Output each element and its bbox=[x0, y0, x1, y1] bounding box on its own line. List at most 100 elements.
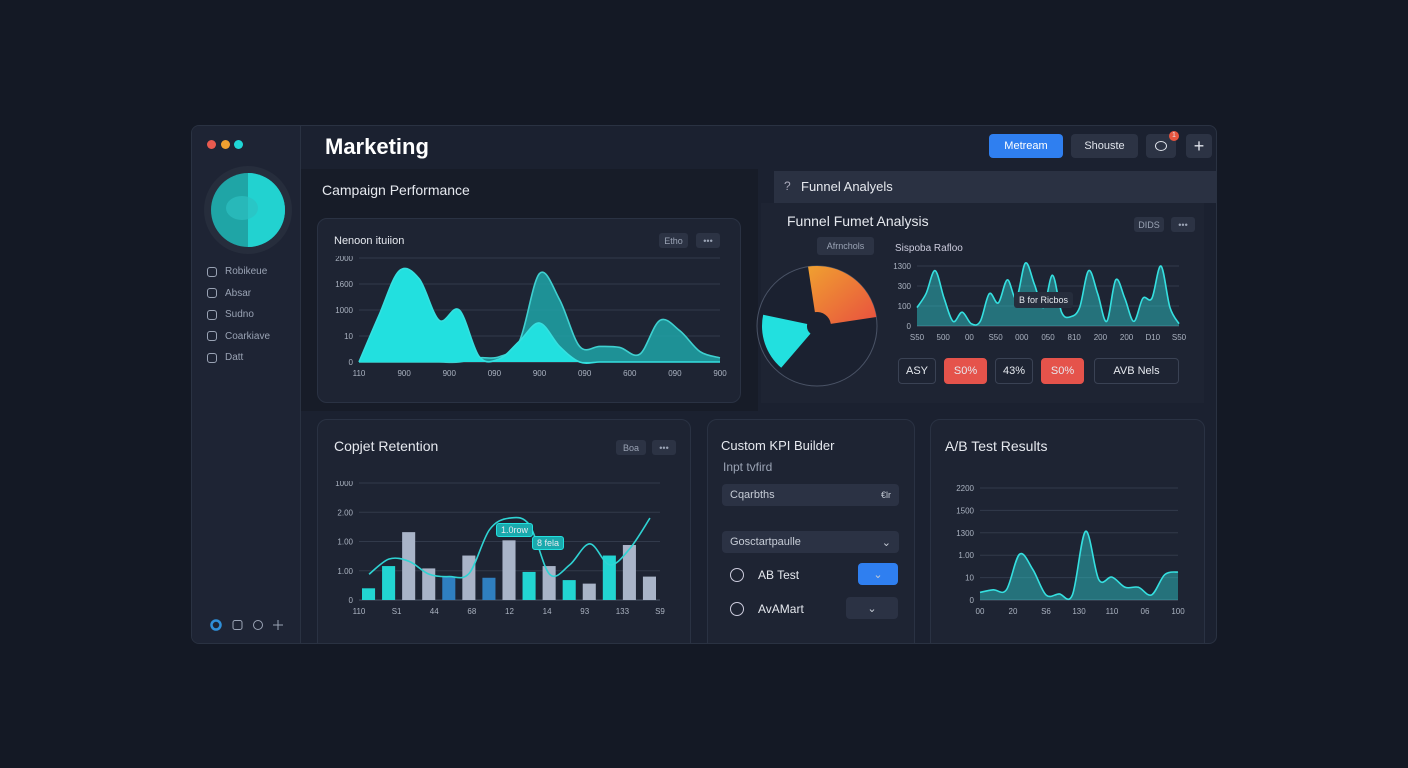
bar bbox=[462, 555, 476, 600]
pill-3[interactable]: S0% bbox=[1041, 358, 1084, 384]
pie-label: Afrnchols bbox=[817, 237, 874, 255]
bar bbox=[582, 583, 596, 600]
bar bbox=[562, 580, 576, 600]
y-tick-label: 100 bbox=[898, 302, 912, 311]
sidebar-item-3[interactable]: Coarkiave bbox=[207, 331, 270, 342]
bar bbox=[542, 566, 556, 600]
x-tick-label: 200 bbox=[1120, 333, 1134, 342]
pill-0[interactable]: ASY bbox=[898, 358, 936, 384]
kpi-input-icon: €lr bbox=[880, 490, 891, 500]
bar bbox=[362, 588, 376, 600]
x-tick-label: 12 bbox=[505, 607, 514, 616]
pill-4[interactable]: AVB Nels bbox=[1094, 358, 1179, 384]
campaign-card-title: Nenoon ituiion bbox=[334, 235, 405, 247]
campaign-filter-button[interactable]: Etho bbox=[659, 233, 688, 248]
chart-tooltip: B for Ricbos bbox=[1014, 292, 1074, 308]
bar bbox=[522, 571, 536, 600]
sidebar-item-2[interactable]: Sudno bbox=[207, 309, 254, 320]
funnel-filter-button[interactable]: DIDS bbox=[1134, 217, 1164, 232]
avamart-label: AvAMart bbox=[758, 602, 804, 616]
sidebar-item-label: Coarkiave bbox=[225, 330, 271, 342]
ab-title: A/B Test Results bbox=[945, 438, 1048, 454]
sidebar-item-4[interactable]: Datt bbox=[207, 352, 243, 363]
profile-avatar[interactable] bbox=[202, 164, 294, 256]
cohort-bar-chart: 1000 2.00 1.00 1.00 0 110 S1 44 68 12 14 93 133 S9 bbox=[335, 481, 665, 616]
chevron-down-icon: ⌄ bbox=[873, 568, 883, 581]
x-tick-label: D10 bbox=[1145, 333, 1160, 342]
x-tick-label: 090 bbox=[488, 369, 502, 378]
pill-1[interactable]: S0% bbox=[944, 358, 987, 384]
kpi-input[interactable]: Cqarbths €lr bbox=[722, 484, 899, 506]
chevron-down-icon: ⌄ bbox=[881, 536, 891, 549]
bar bbox=[382, 566, 396, 600]
y-tick-label: 0 bbox=[349, 358, 354, 367]
x-tick-label: 14 bbox=[543, 607, 552, 616]
x-tick-label: 20 bbox=[1009, 607, 1018, 616]
sidebar-item-label: Datt bbox=[225, 352, 244, 363]
window-minimize-dot[interactable] bbox=[221, 140, 230, 149]
kpi-card: Custom KPI Builder Inpt tvfird Cqarbths €… bbox=[707, 419, 915, 643]
window-maximize-dot[interactable] bbox=[234, 140, 243, 149]
app-window: Robikeue Absar Sudno Coarkiave Datt Marketin… bbox=[191, 125, 1217, 644]
x-tick-label: 68 bbox=[467, 607, 476, 616]
x-tick-label: 000 bbox=[1015, 333, 1029, 342]
wave-title: Sispoba Rafloo bbox=[895, 243, 963, 254]
pill-2[interactable]: 43% bbox=[995, 358, 1033, 384]
bar bbox=[602, 555, 616, 600]
x-tick-label: S50 bbox=[1172, 333, 1187, 342]
bar bbox=[622, 545, 636, 600]
x-tick-label: 900 bbox=[713, 369, 727, 378]
scan-icon bbox=[207, 331, 217, 341]
x-tick-label: 810 bbox=[1068, 333, 1082, 342]
chat-bubble-icon bbox=[1155, 141, 1167, 151]
campaign-area-chart: 2000 1600 1000 10 0 110 900 900 090 900 090 600 090 9… bbox=[335, 256, 727, 378]
sidebar-item-1[interactable]: Absar bbox=[207, 288, 251, 299]
x-tick-label: 200 bbox=[1094, 333, 1108, 342]
x-tick-label: 110 bbox=[353, 369, 366, 378]
x-tick-label: 090 bbox=[668, 369, 682, 378]
x-tick-label: 00 bbox=[976, 607, 985, 616]
annotation-1: 1.0row bbox=[496, 523, 534, 537]
bar bbox=[642, 576, 656, 600]
help-icon: ? bbox=[784, 179, 791, 193]
x-tick-label: 133 bbox=[616, 607, 630, 616]
add-button[interactable]: + bbox=[1186, 134, 1212, 158]
x-tick-label: S1 bbox=[392, 607, 402, 616]
metream-button[interactable]: Metream bbox=[989, 134, 1063, 158]
y-tick-label: 1300 bbox=[893, 262, 911, 271]
series-line-0 bbox=[916, 262, 1180, 326]
campaign-more-button[interactable]: ••• bbox=[696, 233, 720, 248]
y-tick-label: 1.00 bbox=[958, 551, 974, 560]
area-fill-0 bbox=[980, 531, 1178, 600]
x-tick-label: 44 bbox=[430, 607, 439, 616]
shouste-button[interactable]: Shouste bbox=[1071, 134, 1138, 158]
ab-test-icon bbox=[730, 568, 744, 582]
x-tick-label: 090 bbox=[578, 369, 592, 378]
search-icon bbox=[730, 602, 744, 616]
avamart-dropdown[interactable]: ⌄ bbox=[846, 597, 898, 619]
x-tick-label: 93 bbox=[580, 607, 589, 616]
x-tick-label: 06 bbox=[1141, 607, 1150, 616]
chat-icon bbox=[253, 620, 263, 630]
series-line-1 bbox=[358, 267, 720, 364]
funnel-more-button[interactable]: ••• bbox=[1171, 217, 1195, 232]
y-tick-label: 2200 bbox=[956, 484, 974, 493]
trend-line bbox=[368, 516, 651, 579]
move-icon bbox=[273, 620, 283, 630]
x-tick-label: S50 bbox=[988, 333, 1003, 342]
cohort-filter-button[interactable]: Boa bbox=[616, 440, 646, 455]
window-close-dot[interactable] bbox=[207, 140, 216, 149]
ab-test-label: AB Test bbox=[758, 568, 800, 582]
x-tick-label: S50 bbox=[910, 333, 925, 342]
x-tick-label: 110 bbox=[1106, 607, 1119, 616]
kpi-select[interactable]: Gosctartpaulle ⌄ bbox=[722, 531, 899, 553]
y-tick-label: 1600 bbox=[335, 280, 353, 289]
notifications-button[interactable]: 1 bbox=[1146, 131, 1179, 158]
cohort-more-button[interactable]: ••• bbox=[652, 440, 676, 455]
gauge-icon bbox=[207, 288, 217, 298]
hexagon-icon bbox=[207, 266, 217, 277]
sidebar-bottom-icons bbox=[210, 619, 283, 631]
ab-test-dropdown[interactable]: ⌄ bbox=[858, 563, 898, 585]
kpi-title: Custom KPI Builder bbox=[721, 438, 835, 453]
sidebar-item-0[interactable]: Robikeue bbox=[207, 266, 267, 277]
